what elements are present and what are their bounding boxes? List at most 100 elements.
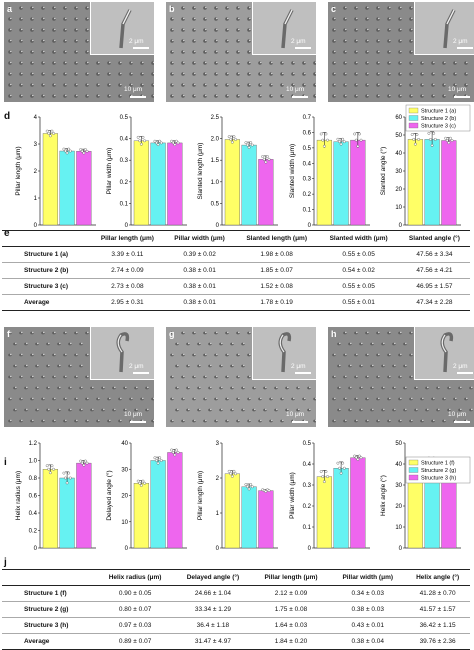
table-e: Pillar length (μm) Pillar width (μm) Slant… [2, 230, 470, 311]
section-label-i: i [4, 457, 7, 468]
main-scale-label: 10 μm [124, 86, 143, 93]
data-point [50, 129, 54, 133]
data-point [67, 147, 71, 151]
table-row: Average 0.89 ± 0.07 31.47 ± 4.97 1.84 ± 0.2… [2, 633, 470, 650]
main-scale-bar [292, 421, 308, 423]
inset-scale-bar [457, 372, 473, 374]
y-axis-label: Helix angle (°) [379, 475, 387, 516]
bar-2 [59, 477, 75, 549]
table-header-cell [2, 569, 97, 586]
data-point [139, 142, 143, 146]
table-row: Structure 3 (h) 0.97 ± 0.03 36.4 ± 1.18 1.6… [2, 617, 470, 634]
main-scale-bar [454, 96, 470, 98]
main-scale-label: 10 μm [286, 86, 305, 93]
data-point [432, 131, 436, 135]
table-cell: 31.47 ± 4.97 [174, 633, 252, 650]
legend-swatch [408, 107, 419, 114]
table-cell: 0.90 ± 0.05 [96, 585, 175, 602]
data-point [244, 483, 248, 486]
data-point [319, 470, 323, 473]
y-tick-label: 2.5 [211, 115, 220, 121]
row-label: Structure 2 (g) [2, 601, 97, 618]
data-point [139, 484, 143, 487]
data-point [52, 132, 55, 135]
table-header-cell: Pillar length (μm) [251, 569, 331, 586]
data-point [412, 137, 416, 141]
data-point [47, 467, 51, 471]
data-point [84, 459, 87, 463]
panel-label-f: f [7, 329, 10, 339]
data-point [156, 461, 160, 465]
y-tick-label: 0 [399, 546, 403, 552]
y-tick-label: 1.0 [29, 459, 38, 465]
bar-1 [224, 473, 240, 549]
sem-inset-g: 2 μm [252, 327, 316, 380]
table-cell: 0.97 ± 0.03 [96, 617, 175, 634]
table-cell: 36.4 ± 1.18 [174, 617, 252, 634]
data-point [171, 451, 175, 454]
y-tick-label: 0.2 [303, 192, 312, 198]
y-tick-label: 0.1 [303, 208, 312, 214]
y-tick-label: 20 [121, 494, 128, 500]
table-cell: 1.85 ± 0.07 [234, 262, 319, 279]
table-cell: 46.95 ± 1.57 [398, 278, 470, 295]
y-tick-label: 1.2 [29, 441, 38, 447]
data-point [80, 149, 84, 153]
data-point [80, 461, 84, 465]
legend-label: Structure 3 (h) [421, 476, 456, 482]
bar-2 [241, 144, 257, 226]
data-point [353, 454, 357, 458]
table-cell: 2.12 ± 0.09 [251, 585, 331, 602]
data-point [261, 155, 265, 158]
data-point [229, 472, 233, 476]
y-tick-label: 0.1 [303, 525, 312, 531]
bar-3 [441, 140, 457, 226]
table-cell: 24.66 ± 1.04 [174, 585, 252, 602]
y-tick-label: 10 [395, 205, 402, 211]
y-tick-label: 0 [34, 223, 38, 229]
main-scale-label: 10 μm [448, 411, 467, 418]
data-point [250, 485, 254, 489]
data-point [322, 144, 326, 148]
bar-3 [350, 457, 366, 549]
data-point [170, 139, 174, 143]
legend-swatch [408, 474, 419, 481]
y-axis-label: Delayed angle (°) [105, 470, 113, 520]
panel-label-a: a [7, 4, 13, 14]
data-point [155, 141, 158, 145]
table-cell: 0.43 ± 0.01 [330, 617, 406, 634]
table-header-cell [2, 230, 91, 247]
data-point [449, 136, 452, 140]
y-tick-label: 0 [125, 546, 129, 552]
data-point [234, 138, 237, 141]
y-tick-label: 0.3 [303, 483, 312, 489]
bar-1 [42, 469, 58, 549]
bar-1 [316, 139, 332, 226]
row-label: Structure 1 (f) [2, 585, 97, 602]
row-label: Average [2, 294, 91, 311]
y-tick-label: 0.3 [303, 177, 312, 183]
table-cell: 36.42 ± 1.15 [405, 617, 470, 634]
table-cell: 1.78 ± 0.19 [234, 294, 319, 311]
y-tick-label: 2.0 [211, 137, 220, 143]
y-axis-label: Slanted angle (°) [379, 147, 387, 196]
table-cell: 0.89 ± 0.07 [96, 633, 175, 650]
y-tick-label: 0.4 [29, 511, 38, 517]
data-point [171, 141, 175, 145]
data-point [326, 475, 329, 478]
y-tick-label: 0.6 [303, 130, 312, 136]
y-tick-label: 3 [216, 441, 220, 447]
sem-image-b: b 2 μm 10 μm [166, 2, 316, 102]
data-point [246, 143, 249, 147]
section-label-j: j [4, 557, 7, 568]
table-header-cell: Pillar width (μm) [164, 230, 235, 247]
bar-1 [133, 483, 149, 549]
data-point [359, 138, 363, 142]
table-cell: 0.38 ± 0.01 [164, 262, 235, 279]
y-tick-label: 60 [395, 115, 402, 121]
table-header-cell: Helix radius (μm) [96, 569, 175, 586]
data-point [229, 138, 233, 141]
data-point [266, 155, 269, 158]
data-point [230, 474, 234, 478]
